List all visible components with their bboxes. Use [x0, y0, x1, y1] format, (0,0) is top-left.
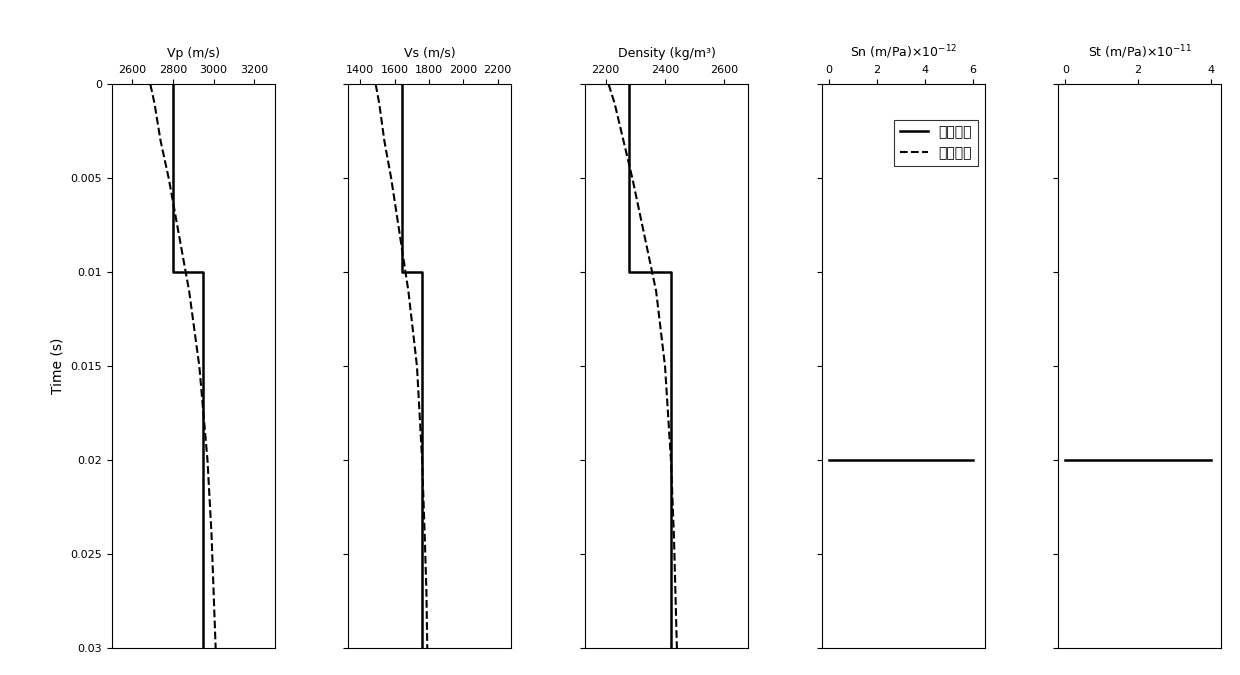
初始模型 — [392, 231, 407, 239]
初始模型 — [161, 174, 176, 182]
初始模型 — [171, 231, 186, 239]
Title: St (m/Pa)$\times 10^{-11}$: St (m/Pa)$\times 10^{-11}$ — [1087, 43, 1192, 61]
初始模型 — [663, 456, 678, 464]
理论模型 — [414, 644, 429, 652]
初始模型 — [420, 644, 435, 652]
理论模型 — [663, 268, 678, 276]
初始模型 — [377, 136, 392, 145]
Title: Density (kg/m³): Density (kg/m³) — [618, 47, 715, 59]
初始模型 — [148, 99, 162, 107]
Title: Vp (m/s): Vp (m/s) — [166, 47, 219, 59]
初始模型 — [666, 531, 681, 539]
初始模型 — [608, 99, 622, 107]
初始模型 — [153, 136, 167, 145]
理论模型 — [414, 268, 429, 276]
Line: 初始模型: 初始模型 — [150, 84, 216, 648]
初始模型 — [409, 362, 424, 370]
Title: Sn (m/Pa)$\times 10^{-12}$: Sn (m/Pa)$\times 10^{-12}$ — [849, 43, 957, 61]
初始模型 — [372, 99, 387, 107]
初始模型 — [625, 174, 640, 182]
Line: 初始模型: 初始模型 — [376, 84, 428, 648]
Title: Vs (m/s): Vs (m/s) — [404, 47, 455, 59]
初始模型 — [208, 644, 223, 652]
初始模型 — [649, 287, 663, 295]
初始模型 — [419, 587, 434, 595]
初始模型 — [368, 80, 383, 88]
理论模型 — [622, 268, 637, 276]
Line: 理论模型: 理论模型 — [630, 84, 671, 648]
初始模型 — [601, 80, 616, 88]
初始模型 — [616, 136, 631, 145]
Line: 理论模型: 理论模型 — [402, 84, 422, 648]
初始模型 — [208, 644, 223, 652]
理论模型 — [165, 80, 180, 88]
初始模型 — [200, 456, 215, 464]
初始模型 — [657, 362, 672, 370]
初始模型 — [417, 531, 432, 539]
初始模型 — [182, 287, 197, 295]
理论模型 — [622, 80, 637, 88]
理论模型 — [663, 644, 678, 652]
初始模型 — [192, 362, 207, 370]
理论模型 — [165, 268, 180, 276]
初始模型 — [205, 531, 219, 539]
初始模型 — [637, 231, 652, 239]
初始模型 — [206, 587, 221, 595]
初始模型 — [401, 287, 415, 295]
初始模型 — [143, 80, 157, 88]
理论模型 — [394, 268, 409, 276]
初始模型 — [420, 644, 435, 652]
初始模型 — [670, 644, 684, 652]
Line: 初始模型: 初始模型 — [609, 84, 677, 648]
初始模型 — [383, 174, 398, 182]
Y-axis label: Time (s): Time (s) — [51, 338, 64, 394]
初始模型 — [668, 587, 683, 595]
Line: 理论模型: 理论模型 — [172, 84, 203, 648]
理论模型 — [394, 80, 409, 88]
理论模型 — [196, 268, 211, 276]
Legend: 理论模型, 初始模型: 理论模型, 初始模型 — [894, 119, 978, 165]
理论模型 — [196, 644, 211, 652]
初始模型 — [414, 456, 429, 464]
初始模型 — [670, 644, 684, 652]
